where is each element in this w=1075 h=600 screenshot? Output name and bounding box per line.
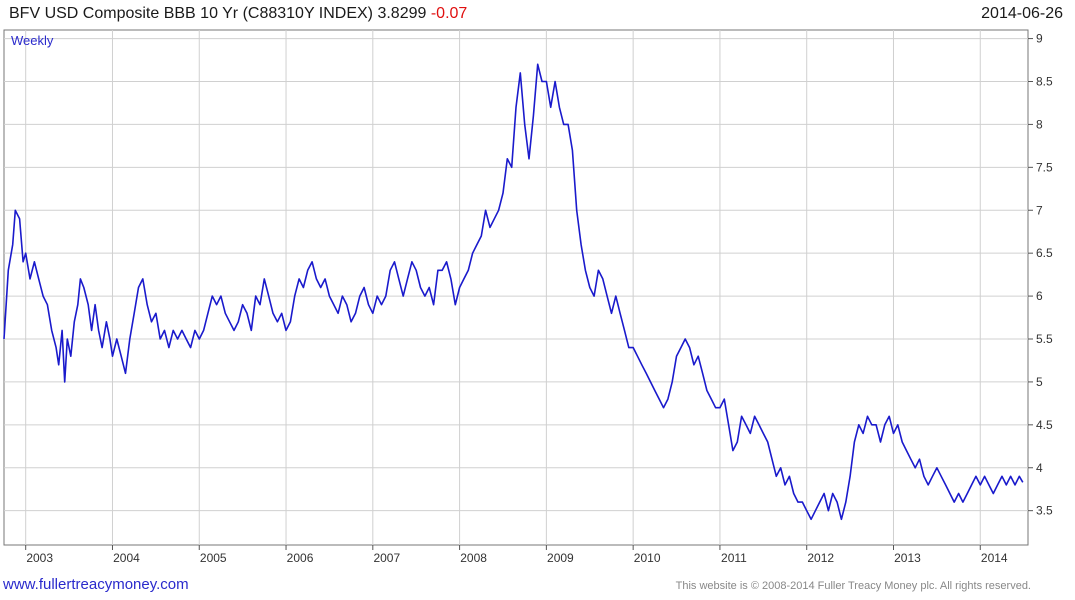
- y-tick-label: 6: [1036, 289, 1043, 303]
- chart-title: BFV USD Composite BBB 10 Yr (C88310Y IND…: [9, 5, 467, 23]
- y-tick-label: 4: [1036, 461, 1043, 475]
- x-tick-label: 2007: [373, 551, 400, 565]
- y-tick-label: 7: [1036, 203, 1043, 217]
- x-tick-label: 2009: [547, 551, 574, 565]
- website-link[interactable]: www.fullertreacymoney.com: [3, 576, 189, 593]
- x-tick-label: 2013: [894, 551, 921, 565]
- x-tick-label: 2011: [721, 551, 747, 565]
- x-tick-label: 2005: [200, 551, 227, 565]
- period-label: Weekly: [11, 33, 54, 48]
- title-text: BFV USD Composite BBB 10 Yr (C88310Y IND…: [9, 5, 373, 22]
- x-tick-label: 2004: [113, 551, 140, 565]
- y-tick-label: 8: [1036, 117, 1043, 131]
- y-tick-label: 5.5: [1036, 332, 1053, 346]
- x-tick-label: 2012: [807, 551, 834, 565]
- chart-date: 2014-06-26: [981, 5, 1063, 22]
- last-value: 3.8299: [377, 5, 427, 22]
- x-tick-label: 2014: [981, 551, 1008, 565]
- y-tick-label: 3.5: [1036, 504, 1053, 518]
- x-tick-label: 2010: [634, 551, 661, 565]
- x-tick-label: 2006: [287, 551, 314, 565]
- x-tick-label: 2008: [460, 551, 487, 565]
- y-tick-label: 5: [1036, 375, 1043, 389]
- x-tick-label: 2003: [26, 551, 53, 565]
- y-tick-label: 4.5: [1036, 418, 1053, 432]
- y-tick-label: 6.5: [1036, 246, 1053, 260]
- y-tick-label: 9: [1036, 32, 1043, 46]
- y-tick-label: 7.5: [1036, 160, 1053, 174]
- series-line: [3, 63, 1024, 521]
- y-tick-label: 8.5: [1036, 75, 1053, 89]
- copyright-text: This website is © 2008-2014 Fuller Treac…: [675, 580, 1031, 592]
- change-value: -0.07: [430, 5, 468, 22]
